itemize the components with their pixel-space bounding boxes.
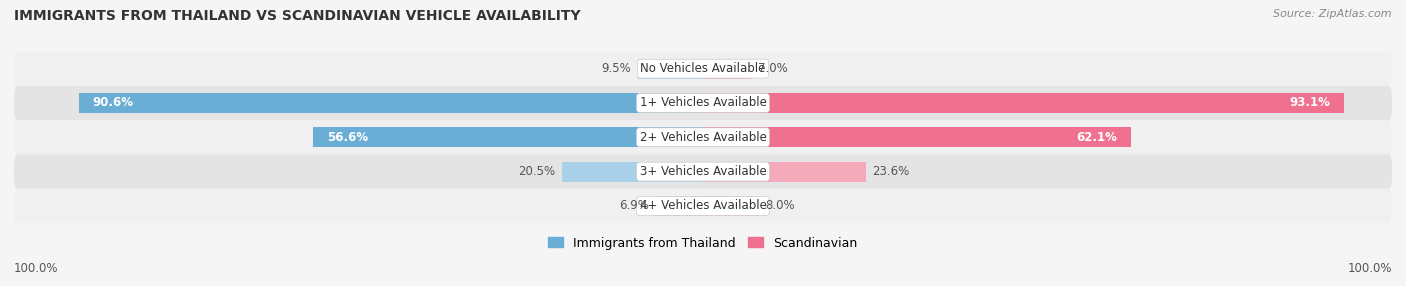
Text: 1+ Vehicles Available: 1+ Vehicles Available [640, 96, 766, 110]
Text: 9.5%: 9.5% [600, 62, 631, 75]
Text: 90.6%: 90.6% [93, 96, 134, 110]
Text: Source: ZipAtlas.com: Source: ZipAtlas.com [1274, 9, 1392, 19]
Legend: Immigrants from Thailand, Scandinavian: Immigrants from Thailand, Scandinavian [543, 232, 863, 255]
Text: 20.5%: 20.5% [517, 165, 555, 178]
Text: 2+ Vehicles Available: 2+ Vehicles Available [640, 131, 766, 144]
FancyBboxPatch shape [14, 189, 1392, 223]
FancyBboxPatch shape [14, 51, 1392, 86]
Bar [703, 93, 1344, 113]
Text: No Vehicles Available: No Vehicles Available [640, 62, 766, 75]
Bar [314, 127, 703, 147]
Bar [703, 162, 866, 182]
Bar [703, 196, 758, 216]
Text: 3+ Vehicles Available: 3+ Vehicles Available [640, 165, 766, 178]
Text: 56.6%: 56.6% [326, 131, 368, 144]
Text: 100.0%: 100.0% [1347, 262, 1392, 275]
Text: IMMIGRANTS FROM THAILAND VS SCANDINAVIAN VEHICLE AVAILABILITY: IMMIGRANTS FROM THAILAND VS SCANDINAVIAN… [14, 9, 581, 23]
Text: 23.6%: 23.6% [873, 165, 910, 178]
Text: 6.9%: 6.9% [619, 199, 648, 212]
Text: 62.1%: 62.1% [1076, 131, 1116, 144]
FancyBboxPatch shape [14, 86, 1392, 120]
Text: 100.0%: 100.0% [14, 262, 59, 275]
Bar [637, 59, 703, 79]
Bar [79, 93, 703, 113]
Bar [562, 162, 703, 182]
FancyBboxPatch shape [14, 120, 1392, 154]
Text: 4+ Vehicles Available: 4+ Vehicles Available [640, 199, 766, 212]
FancyBboxPatch shape [14, 154, 1392, 189]
Bar [703, 59, 751, 79]
Bar [703, 127, 1130, 147]
Text: 93.1%: 93.1% [1289, 96, 1330, 110]
Bar [655, 196, 703, 216]
Text: 7.0%: 7.0% [758, 62, 787, 75]
Text: 8.0%: 8.0% [765, 199, 794, 212]
